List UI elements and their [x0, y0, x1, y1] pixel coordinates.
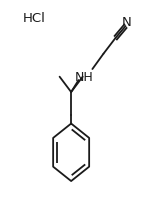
- Text: NH: NH: [75, 71, 93, 84]
- Text: N: N: [122, 16, 132, 29]
- Text: HCl: HCl: [22, 12, 45, 25]
